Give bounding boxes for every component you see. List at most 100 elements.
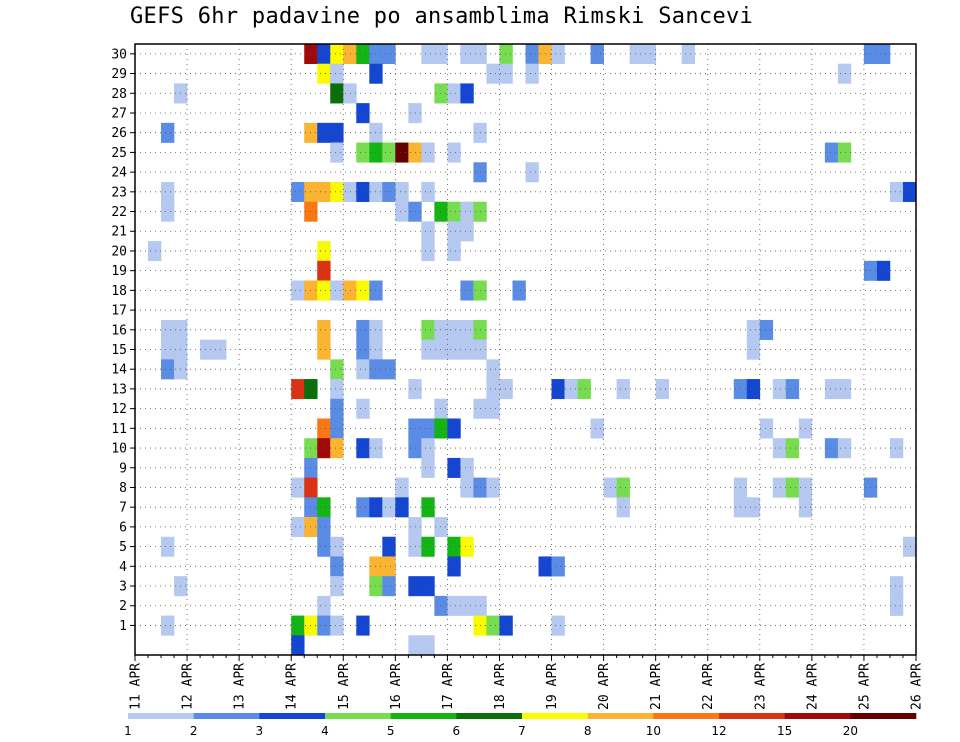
heatmap-cell (161, 615, 175, 636)
heatmap-cell (408, 635, 422, 656)
heatmap-cell (356, 398, 370, 419)
heatmap-cell (317, 536, 331, 557)
heatmap-cell (421, 536, 435, 557)
heatmap-cell (447, 241, 461, 262)
x-tick-label: 15 APR (337, 663, 352, 710)
heatmap-cell (434, 44, 448, 65)
heatmap-cell (395, 201, 409, 222)
heatmap-cell (382, 359, 396, 380)
x-tick-label: 16 APR (389, 663, 404, 710)
heatmap-cell (421, 635, 435, 656)
heatmap-cell (616, 379, 630, 400)
colorbar-swatch (850, 713, 917, 719)
heatmap-cell (161, 181, 175, 202)
heatmap-cell (382, 181, 396, 202)
heatmap-cell (551, 379, 565, 400)
heatmap-cell (330, 615, 344, 636)
heatmap-cell (447, 457, 461, 478)
heatmap-cell (343, 83, 357, 104)
colorbar-label: 15 (777, 724, 792, 738)
y-tick-label: 5 (119, 540, 127, 555)
heatmap-cell (486, 615, 500, 636)
colorbar-swatch (784, 713, 851, 719)
heatmap-cell (421, 319, 435, 340)
colorbar-label: 7 (518, 724, 526, 738)
heatmap-cell (356, 359, 370, 380)
y-tick-label: 16 (111, 323, 127, 338)
heatmap-cell (291, 635, 305, 656)
heatmap-cell (447, 221, 461, 242)
heatmap-cell (356, 339, 370, 360)
heatmap-cell (447, 556, 461, 577)
heatmap-cell (317, 63, 331, 84)
heatmap-cell (434, 398, 448, 419)
heatmap-cell (876, 44, 891, 65)
heatmap-cell (772, 379, 787, 400)
y-tick-label: 7 (119, 501, 127, 516)
heatmap-cell (356, 44, 370, 65)
heatmap-cell (525, 162, 539, 183)
y-tick-label: 14 (111, 363, 127, 378)
heatmap-cell (356, 280, 370, 301)
heatmap-cell (447, 319, 461, 340)
heatmap-cell (356, 497, 370, 518)
heatmap-cell (772, 477, 787, 498)
heatmap-cell (460, 457, 474, 478)
colorbar-swatch (522, 713, 588, 719)
heatmap-cell (356, 142, 370, 163)
heatmap-cell (889, 595, 904, 616)
heatmap-cell (824, 379, 839, 400)
colorbar-swatch (456, 713, 523, 719)
y-tick-label: 15 (111, 343, 127, 358)
heatmap-cell (317, 517, 331, 538)
heatmap-cell (317, 615, 331, 636)
y-tick-label: 25 (111, 146, 127, 161)
heatmap-cell (291, 615, 305, 636)
y-tick-label: 18 (111, 284, 127, 299)
heatmap-cell (382, 497, 396, 518)
x-tick-label: 18 APR (493, 663, 508, 710)
heatmap-cell (330, 536, 344, 557)
heatmap-cell (330, 438, 344, 459)
heatmap-cell (746, 497, 761, 518)
y-tick-label: 17 (111, 304, 127, 319)
colorbar-label: 8 (584, 724, 592, 738)
heatmap-cell (759, 319, 774, 340)
heatmap-cell (161, 201, 175, 222)
heatmap-cell (148, 241, 162, 262)
colorbar-label: 2 (190, 724, 198, 738)
y-tick-label: 13 (111, 382, 127, 397)
heatmap-cell (382, 44, 396, 65)
colorbar-label: 12 (711, 724, 726, 738)
x-tick-label: 14 APR (285, 663, 300, 710)
y-tick-label: 23 (111, 185, 127, 200)
heatmap-cell (629, 44, 643, 65)
y-tick-label: 22 (111, 205, 127, 220)
heatmap-cell (317, 319, 331, 340)
y-tick-label: 26 (111, 126, 127, 141)
heatmap-cell (434, 339, 448, 360)
heatmap-cell (421, 438, 435, 459)
heatmap-cell (330, 398, 344, 419)
colorbar-label: 1 (124, 724, 132, 738)
y-tick-label: 29 (111, 67, 127, 82)
y-tick-label: 10 (111, 442, 127, 457)
y-axis: 1234567891011121314151617181920212223242… (111, 47, 135, 634)
heatmap-cell (785, 477, 800, 498)
heatmap-cell (499, 379, 513, 400)
x-tick-label: 12 APR (181, 663, 196, 710)
x-tick-label: 13 APR (233, 663, 248, 710)
heatmap-cell (421, 339, 435, 360)
colorbar-swatch (193, 713, 260, 719)
heatmap-cell (421, 142, 435, 163)
heatmap-cell (330, 122, 344, 143)
colorbar-swatch (259, 713, 326, 719)
colorbar-label: 3 (256, 724, 264, 738)
heatmap-cell (902, 536, 917, 557)
x-tick-label: 17 APR (441, 663, 456, 710)
heatmap-cell (395, 477, 409, 498)
y-tick-label: 12 (111, 402, 127, 417)
heatmap-cell (785, 438, 800, 459)
heatmap-cell (447, 142, 461, 163)
